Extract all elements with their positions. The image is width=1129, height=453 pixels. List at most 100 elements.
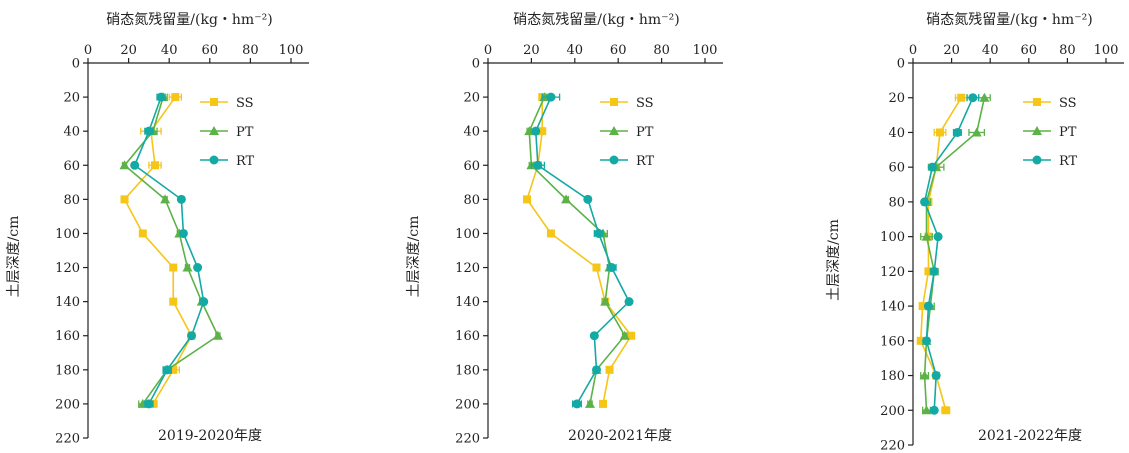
data-point-rt: [162, 365, 172, 375]
data-point-ss: [592, 263, 601, 272]
panel-year-label: 2020-2021年度: [568, 428, 672, 444]
x-tick-label: 40: [982, 43, 999, 58]
data-point-pt: [212, 330, 223, 340]
data-point-ss: [924, 267, 933, 276]
legend: SS PT RT: [200, 96, 255, 169]
series-line-ss: [123, 96, 193, 405]
x-tick-label: 20: [943, 43, 960, 58]
data-point-ss: [936, 128, 945, 137]
series-line-pt: [123, 96, 219, 405]
y-tick-label: 180: [55, 363, 80, 378]
legend-item-ss: SS: [1023, 96, 1077, 111]
legend-label: RT: [636, 154, 655, 169]
data-point-pt: [971, 127, 982, 137]
legend-item-ss: SS: [200, 96, 254, 111]
legend-label: SS: [1059, 96, 1077, 111]
series-line-rt: [534, 96, 631, 405]
y-tick-label: 180: [880, 369, 905, 384]
data-point-ss: [169, 365, 178, 374]
data-point-ss: [538, 127, 547, 136]
data-point-rt: [624, 297, 634, 307]
chart-panel-3: 0 20 40 60 80 100硝态氮残留量/(kg・hm⁻²)020406080100…: [826, 12, 1124, 453]
data-point-rt: [929, 266, 939, 276]
panel-year-label: 2021-2022年度: [978, 428, 1082, 444]
y-tick-label: 80: [463, 193, 480, 208]
y-tick-label: 180: [455, 363, 480, 378]
y-tick-label: 20: [63, 91, 80, 106]
data-point-ss: [941, 406, 950, 415]
legend: SS PT RT: [1023, 96, 1078, 169]
data-point-pt: [921, 405, 932, 415]
data-point-ss: [918, 302, 927, 311]
series-line-pt: [528, 96, 626, 405]
legend: SS PT RT: [600, 96, 655, 169]
legend-marker-rt: [1032, 155, 1042, 165]
y-tick-label: 0: [897, 57, 905, 72]
x-axis-title: 硝态氮残留量/(kg・hm⁻²): [106, 12, 272, 28]
data-point-ss: [546, 229, 555, 238]
data-point-rt: [199, 297, 209, 307]
data-point-pt: [619, 330, 630, 340]
y-tick-label: 40: [888, 126, 905, 141]
series-ss: [120, 93, 196, 408]
data-point-rt: [933, 232, 943, 242]
series-pt: [119, 92, 223, 408]
x-tick-label: 0: [909, 43, 917, 58]
series-pt: [919, 92, 991, 415]
data-point-ss: [627, 331, 636, 340]
data-point-pt: [919, 370, 930, 380]
x-tick-label: 0: [484, 43, 492, 58]
x-tick-label: 80: [1059, 43, 1076, 58]
series-ss: [916, 93, 968, 415]
x-axis-title: 硝态氮残留量/(kg・hm⁻²): [926, 12, 1092, 28]
data-point-rt: [929, 405, 939, 415]
y-axis-title: 土层深度/cm: [406, 216, 422, 298]
x-tick-label: 100: [1094, 43, 1119, 58]
x-axis-title: 硝态氮残留量/(kg・hm⁻²): [513, 12, 679, 28]
series-rt: [530, 92, 634, 409]
data-point-pt: [921, 231, 932, 241]
data-point-ss: [138, 229, 147, 238]
data-point-rt: [927, 162, 937, 172]
data-point-pt: [561, 194, 572, 204]
data-point-rt: [952, 127, 962, 137]
series-line-ss: [526, 97, 633, 405]
data-point-ss: [169, 297, 178, 306]
x-tick-label: 40: [161, 43, 178, 58]
data-point-ss: [120, 195, 129, 204]
data-point-pt: [600, 296, 611, 306]
data-point-ss: [957, 93, 966, 102]
x-tick-label: 60: [202, 43, 219, 58]
y-tick-label: 60: [463, 159, 480, 174]
data-point-rt: [923, 301, 933, 311]
data-point-pt: [979, 92, 990, 102]
y-tick-label: 120: [55, 261, 80, 276]
data-point-ss: [171, 93, 180, 102]
y-tick-label: 80: [63, 193, 80, 208]
data-point-ss: [599, 399, 608, 408]
data-point-rt: [922, 336, 932, 346]
y-tick-label: 40: [463, 125, 480, 140]
x-tick-label: 80: [242, 43, 259, 58]
data-point-ss: [150, 161, 159, 170]
legend-label: SS: [636, 96, 654, 111]
data-point-rt: [178, 228, 188, 238]
data-point-rt: [607, 263, 617, 273]
legend-label: PT: [636, 125, 654, 140]
data-point-pt: [119, 160, 130, 170]
legend-item-rt: RT: [200, 154, 255, 169]
data-point-rt: [193, 263, 203, 273]
series-line-pt: [923, 97, 986, 411]
legend-marker-rt: [209, 155, 219, 165]
data-point-rt: [931, 371, 941, 381]
legend-marker-ss: [610, 98, 618, 106]
y-axis-title: 土层深度/cm: [826, 219, 842, 301]
chart-panel-2: 0 20 40 60 80 100 硝态氮残留量/(kg・hm⁻²) 0 20 40 60 80 100…: [406, 12, 723, 447]
data-point-rt: [594, 228, 604, 238]
x-tick-label: 0: [84, 43, 92, 58]
y-tick-label: 0: [472, 57, 480, 72]
y-tick-label: 220: [455, 432, 480, 447]
data-point-rt: [589, 331, 599, 341]
y-tick-label: 160: [455, 329, 480, 344]
